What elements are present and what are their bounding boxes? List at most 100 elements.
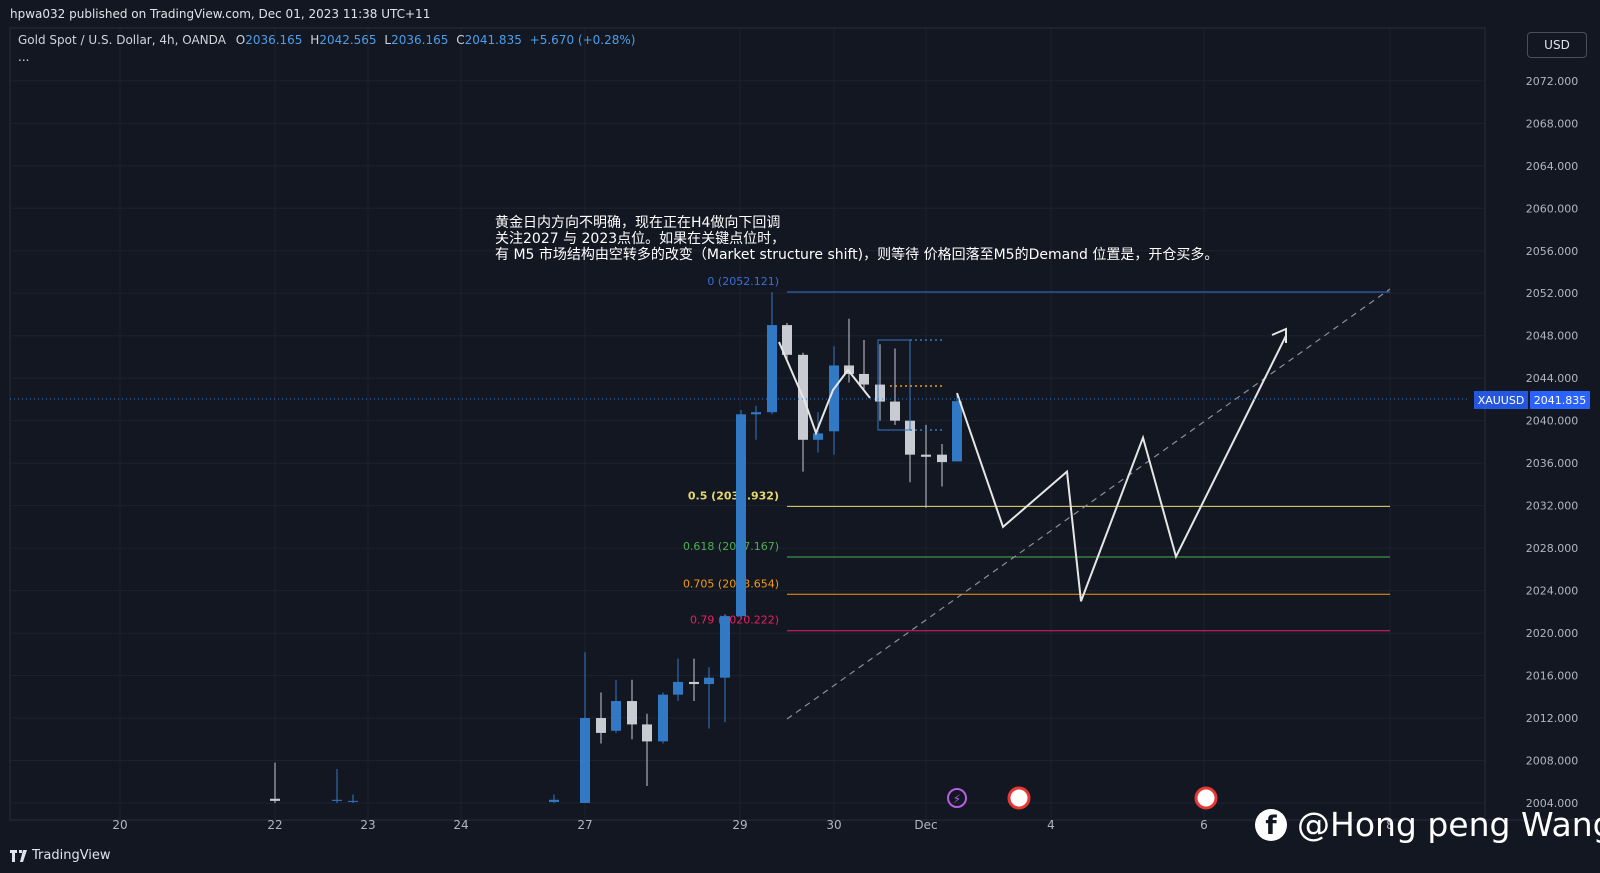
candle-body (270, 798, 280, 801)
time-tick-label: 27 (577, 818, 592, 832)
candle-body (736, 414, 746, 617)
time-tick-label: 29 (732, 818, 747, 832)
price-tick-label: 2024.000 (1526, 585, 1579, 598)
open-value: 2036.165 (245, 33, 303, 47)
facebook-icon: f (1255, 808, 1287, 841)
projection-arrowhead (1271, 327, 1287, 343)
news-event-icon[interactable] (947, 788, 967, 808)
watermark-text: @Hong peng Wang (1297, 805, 1600, 844)
price-tag-symbol: XAUUSD (1478, 394, 1525, 407)
price-axis[interactable]: 2004.000 2008.000 2012.000 2016.000 2020.000… (1526, 75, 1579, 810)
lightning-icon: ⚡ (953, 792, 961, 806)
fib-level-label: 0.618 (2027.167) (683, 540, 779, 553)
grid (10, 28, 1485, 820)
low-label: L (384, 33, 392, 47)
close-label: C (456, 33, 465, 47)
price-tick-label: 2068.000 (1526, 117, 1579, 130)
price-tag-value-bg (1530, 391, 1590, 409)
price-tick-label: 2012.000 (1526, 712, 1579, 725)
time-tick-label: 4 (1047, 818, 1055, 832)
symbol-legend[interactable]: Gold Spot / U.S. Dollar, 4h, OANDA O2036… (18, 33, 635, 47)
candle-body (829, 365, 839, 432)
price-tag[interactable]: XAUUSD 2041.835 (1474, 391, 1590, 409)
candle-body (937, 454, 947, 463)
candle-body (905, 420, 915, 455)
price-tick-label: 2048.000 (1526, 330, 1579, 343)
time-axis[interactable]: 20 22 23 24 27 29 30 Dec 4 6 8 (112, 818, 1393, 832)
candle-body (689, 681, 699, 685)
candle-body (704, 677, 714, 685)
symbol-title: Gold Spot / U.S. Dollar, 4h, OANDA (18, 33, 226, 47)
candle-body (611, 701, 621, 731)
price-tick-label: 2040.000 (1526, 415, 1579, 428)
trend-line-dashed[interactable] (786, 288, 1391, 720)
time-tick-label: 6 (1200, 818, 1208, 832)
time-tick-label: 30 (826, 818, 841, 832)
annotation-line-2: 关注2027 与 2023点位。如果在关键点位时， (495, 231, 785, 247)
candle-body (921, 454, 931, 457)
change-value: +5.670 (+0.28%) (529, 33, 636, 47)
price-tick-label: 2008.000 (1526, 755, 1579, 768)
fibonacci-retracement[interactable]: 0 (2052.121) 0.5 (2031.932) 0.618 (2027.16… (683, 275, 1390, 632)
time-tick-label: 24 (453, 818, 468, 832)
projection-path[interactable] (956, 335, 1287, 602)
annotation-text[interactable]: 黄金日内方向不明确，现在正在H4做向下回调 关注2027 与 2023点位。如果… (495, 214, 1218, 263)
price-tag-symbol-bg (1474, 391, 1528, 409)
price-path-drawing[interactable] (778, 341, 871, 436)
fib-level-label: 0.79 (2020.222) (690, 614, 779, 627)
price-tick-label: 2036.000 (1526, 457, 1579, 470)
candle-body (720, 616, 730, 678)
price-tick-label: 2028.000 (1526, 542, 1579, 555)
currency-button[interactable]: USD (1527, 32, 1587, 58)
candle-body (673, 681, 683, 695)
range-box[interactable] (877, 339, 942, 431)
price-tick-label: 2056.000 (1526, 245, 1579, 258)
fib-level-label: 0.5 (2031.932) (688, 489, 779, 502)
time-tick-label: 20 (112, 818, 127, 832)
tradingview-mark-icon (10, 849, 27, 862)
annotation-line-1: 黄金日内方向不明确，现在正在H4做向下回调 (495, 214, 780, 231)
candle-body (627, 701, 637, 725)
us-flag-event-icon[interactable] (1007, 786, 1031, 810)
candle-body (813, 433, 823, 440)
high-label: H (310, 33, 320, 47)
us-flag-event-icon[interactable] (1194, 786, 1218, 810)
close-value: 2041.835 (464, 33, 522, 47)
time-tick-label: 23 (360, 818, 375, 832)
fib-level-label: 0.705 (2023.654) (683, 577, 779, 590)
annotation-line-3: 有 M5 市场结构由空转多的改变（Market structure shift)… (495, 246, 1218, 263)
price-tag-value: 2041.835 (1534, 394, 1587, 407)
price-tick-label: 2052.000 (1526, 287, 1579, 300)
footer-brand: TradingView (32, 848, 111, 863)
candle-body (348, 800, 358, 802)
author-watermark: f @Hong peng Wang (1255, 805, 1600, 844)
price-tick-label: 2044.000 (1526, 372, 1579, 385)
candle-body (642, 724, 652, 742)
tradingview-logo[interactable]: TradingView (10, 848, 111, 863)
candle-body (751, 412, 761, 415)
high-value: 2042.565 (319, 33, 377, 47)
time-tick-label: Dec (914, 818, 937, 832)
candle-body (952, 401, 962, 462)
candle-body (859, 373, 869, 385)
price-tick-label: 2016.000 (1526, 670, 1579, 683)
candle-body (875, 384, 885, 402)
candle-body (332, 799, 342, 801)
time-tick-label: 8 (1386, 818, 1394, 832)
candle-body (549, 799, 559, 802)
open-label: O (235, 33, 246, 47)
candle-body (767, 325, 777, 413)
price-tick-label: 2004.000 (1526, 797, 1579, 810)
more-indicators-button[interactable]: ... (18, 50, 30, 64)
event-markers[interactable]: ⚡ (947, 786, 1218, 810)
price-tick-label: 2032.000 (1526, 500, 1579, 513)
price-tick-label: 2020.000 (1526, 627, 1579, 640)
time-tick-label: 22 (267, 818, 282, 832)
candle-body (658, 694, 668, 742)
publish-info: hpwa032 published on TradingView.com, De… (10, 7, 431, 21)
price-tick-label: 2072.000 (1526, 75, 1579, 88)
low-value: 2036.165 (391, 33, 449, 47)
fib-level-label: 0 (2052.121) (707, 275, 779, 288)
candle-body (580, 718, 590, 803)
